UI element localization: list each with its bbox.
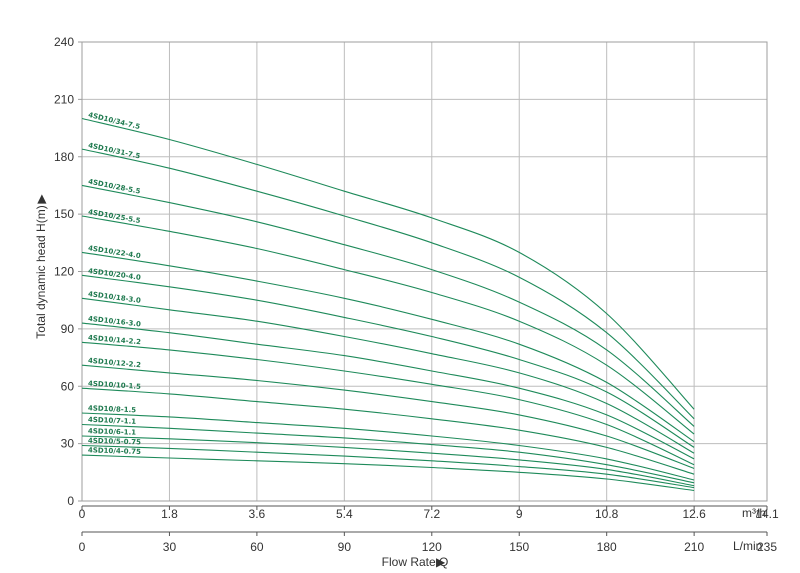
x-lmin-tick-label: 60 [250, 540, 264, 554]
x-lmin-tick-label: 30 [163, 540, 177, 554]
series-curve [81, 435, 695, 487]
x-lmin-tick-label: 150 [509, 540, 529, 554]
x-axis-m3h-unit: m³/h [742, 506, 766, 520]
series-curve [81, 274, 695, 448]
x-lmin-tick-label: 0 [79, 540, 86, 554]
x-axis-title: Flow Rate Q [382, 555, 449, 569]
series-curve [81, 297, 695, 454]
series-label: 4SD10/12-2.2 [88, 357, 142, 370]
y-tick-label: 60 [61, 379, 75, 393]
series-curve [81, 341, 695, 466]
curves [81, 117, 695, 492]
y-tick-label: 180 [54, 150, 74, 164]
x-m3h-tick-label: 1.8 [161, 507, 178, 521]
series-curve [81, 117, 695, 410]
x-m3h-tick-label: 9 [516, 507, 523, 521]
series-curve [81, 364, 695, 470]
series-label: 4SD10/34-7.5 [87, 111, 141, 131]
curve-labels: 4SD10/34-7.5 4SD10/31-7.5 4SD10/28-5.5 4SD1… [87, 111, 141, 456]
y-tick-label: 240 [54, 35, 74, 49]
x-axis-arrow: ▶ [436, 555, 446, 569]
x-lmin-tick-label: 235 [757, 540, 777, 554]
series-label: 4SD10/10-1.5 [88, 380, 142, 391]
series-curve [81, 215, 695, 435]
x-m3h-tick-label: 12.6 [682, 507, 706, 521]
series-curve [81, 251, 695, 443]
x-m3h-tick-label: 10.8 [595, 507, 619, 521]
y-axis-arrow: ▶ [34, 194, 48, 204]
x-m3h-tick-label: 5.4 [336, 507, 353, 521]
x-lmin-tick-label: 210 [684, 540, 704, 554]
series-label: 4SD10/25-5.5 [87, 208, 141, 225]
series-label: 4SD10/4-0.75 [88, 446, 141, 456]
y-tick-label: 0 [67, 494, 74, 508]
series-label: 4SD10/22-4.0 [88, 244, 142, 260]
x-m3h-tick-label: 0 [79, 507, 86, 521]
series-curve [81, 387, 695, 475]
x-m3h-tick-label: 3.6 [249, 507, 266, 521]
series-label: 4SD10/7-1.1 [88, 416, 137, 426]
series-curve [81, 148, 695, 420]
x-m3h-tick-label: 7.2 [423, 507, 440, 521]
series-label: 4SD10/5-0.75 [88, 437, 141, 447]
y-tick-label: 90 [61, 322, 75, 336]
series-curve [81, 423, 695, 484]
y-tick-label: 210 [54, 92, 74, 106]
x-lmin-tick-label: 90 [338, 540, 352, 554]
x-m3h-tick-label: 14.1 [755, 507, 779, 521]
y-tick-label: 30 [61, 437, 75, 451]
x-lmin-tick-label: 180 [597, 540, 617, 554]
series-label: 4SD10/6-1.1 [88, 427, 137, 437]
series-curve [81, 412, 695, 481]
x-axis-m3h: 0 1.8 3.6 5.4 7.2 9 10.8 12.6 14.1 [79, 505, 779, 521]
series-curve [81, 322, 695, 460]
y-tick-label: 150 [54, 207, 74, 221]
x-lmin-tick-label: 120 [422, 540, 442, 554]
y-tick-label: 120 [54, 265, 74, 279]
series-label: 4SD10/28-5.5 [87, 178, 141, 196]
grid [82, 42, 768, 501]
series-curve [81, 184, 695, 427]
x-axis-lmin-unit: L/min [733, 539, 762, 553]
series-label: 4SD10/31-7.5 [87, 141, 141, 160]
y-axis: 0 30 60 90 120 150 180 210 240 [54, 35, 82, 508]
series-curve [81, 454, 695, 492]
x-axis-lmin: 0 30 60 90 120 150 180 210 235 [79, 531, 777, 554]
series-curve [81, 444, 695, 489]
y-axis-title: Total dynamic head H(m) [34, 205, 48, 338]
series-label: 4SD10/8-1.5 [88, 404, 137, 414]
